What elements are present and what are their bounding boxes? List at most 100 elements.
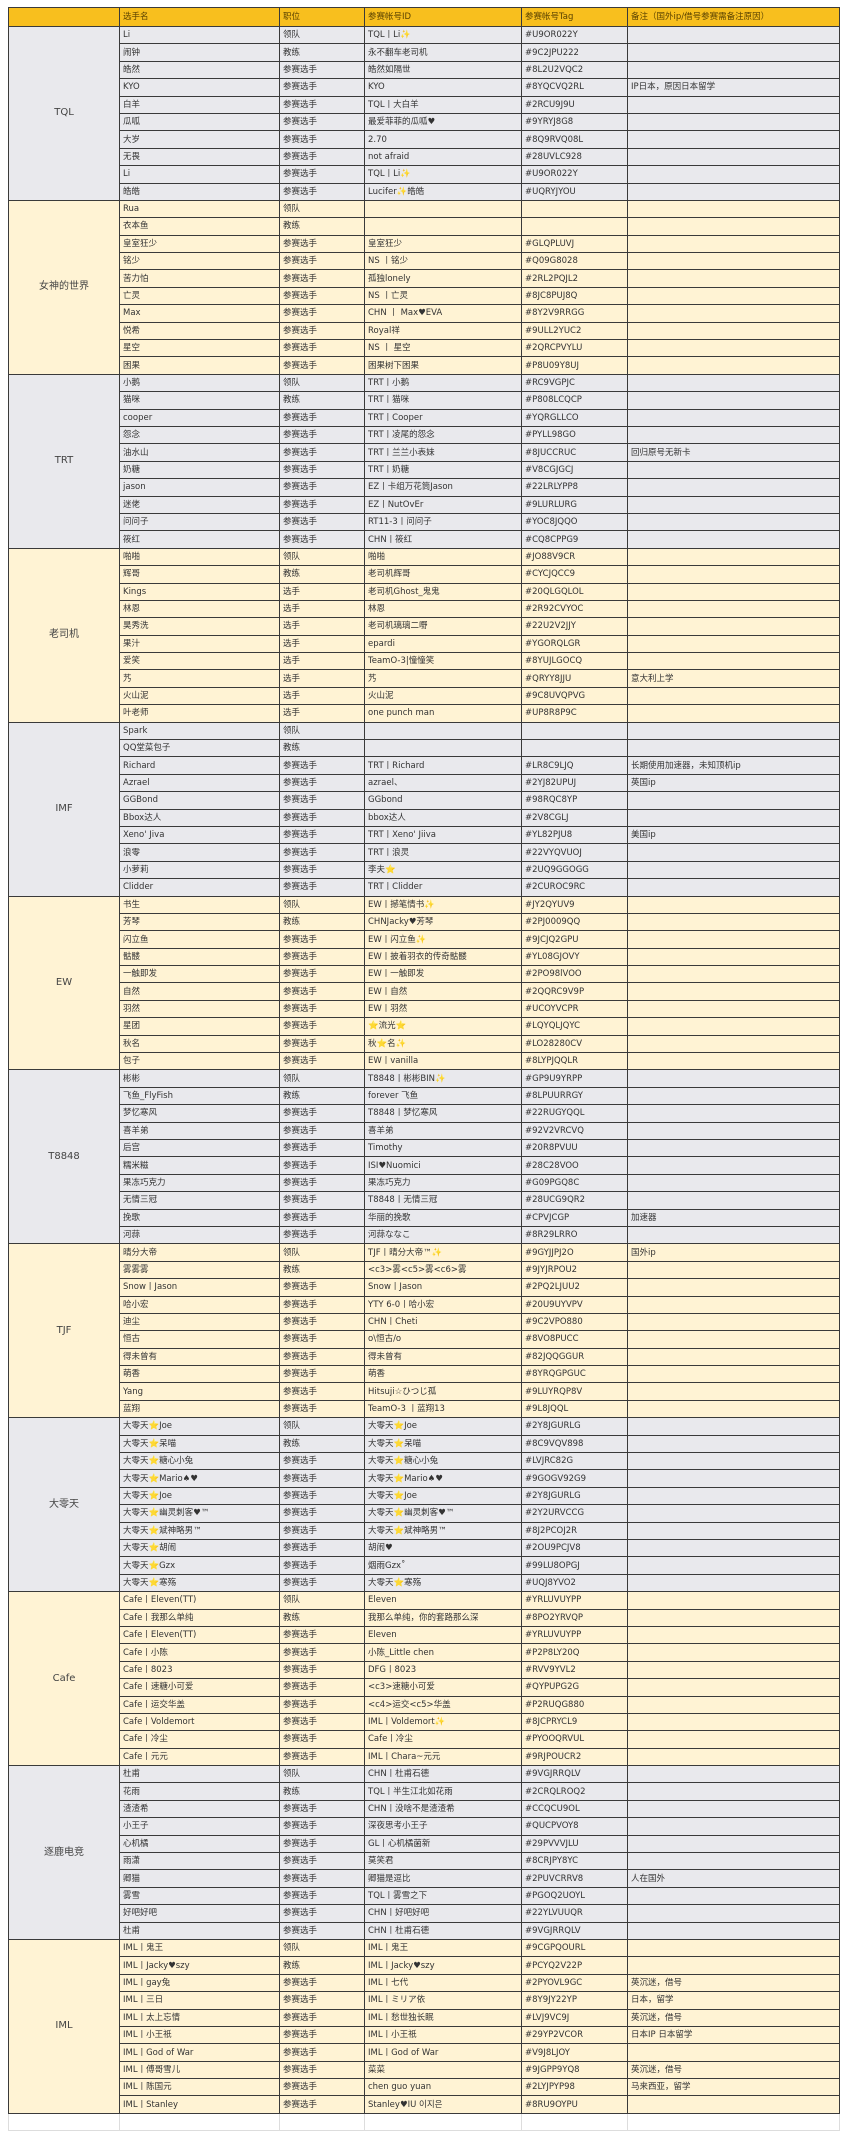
player-name-cell: 晴分大帝 bbox=[119, 1243, 280, 1262]
account-tag-cell: #YRLUVUYPP bbox=[521, 1591, 628, 1610]
note-cell: IP日本，原因日本留学 bbox=[627, 78, 840, 97]
player-name-cell: 好吧好吧 bbox=[119, 1904, 280, 1923]
note-cell bbox=[627, 1173, 840, 1193]
table-row: 叶老师 选手 one punch man #UP8R8P9C bbox=[9, 704, 840, 723]
table-row: Cafe丨元元 参赛选手 IML丨Chara~元元 #9RJPOUCR2 bbox=[9, 1747, 840, 1767]
note-cell bbox=[627, 147, 840, 167]
account-tag-cell: #2PUVCRRV8 bbox=[521, 1869, 628, 1888]
account-id-cell: one punch man bbox=[364, 704, 522, 723]
account-id-cell: TQL丨大白羊 bbox=[364, 95, 522, 114]
role-cell: 参赛选手 bbox=[279, 1678, 365, 1697]
account-tag-cell: #CCQCU9OL bbox=[521, 1799, 628, 1819]
table-row: 逐鹿电竞 杜甫 领队 CHN丨杜甫石德 #9VGJRRQLV bbox=[8, 1765, 840, 1940]
account-id-cell: T8848丨梦忆寒风 bbox=[364, 1104, 522, 1123]
player-name-cell: IML丨陈国元 bbox=[119, 2078, 280, 2097]
note-cell: 英沉迷，借号 bbox=[627, 2008, 840, 2027]
role-cell: 参赛选手 bbox=[279, 1295, 365, 1314]
role-cell: 参赛选手 bbox=[279, 843, 365, 862]
account-id-cell: 大零天⭐斌神略男™ bbox=[364, 1521, 522, 1540]
account-tag-cell: #9GOGV92G9 bbox=[521, 1469, 628, 1488]
role-cell: 参赛选手 bbox=[279, 1312, 365, 1332]
note-cell bbox=[627, 1156, 840, 1175]
player-name-cell: Cafe丨我那么单纯 bbox=[119, 1608, 280, 1627]
note-cell bbox=[627, 1138, 840, 1158]
player-name-cell: IML丨傅哥雪儿 bbox=[119, 2060, 280, 2080]
role-cell: 参赛选手 bbox=[279, 78, 365, 97]
role-cell: 选手 bbox=[279, 704, 365, 723]
role-cell: 领队 bbox=[279, 721, 365, 741]
player-name-cell: 无情三冠 bbox=[119, 1191, 280, 1210]
empty-cell bbox=[8, 2112, 120, 2132]
note-cell bbox=[627, 1504, 840, 1523]
player-name-cell: 雾雾雾 bbox=[119, 1260, 280, 1280]
account-id-cell: TRT丨Xeno' Jiiva bbox=[364, 825, 522, 845]
player-name-cell: 星团 bbox=[119, 1017, 280, 1036]
account-id-cell: NS 丨铭少 bbox=[364, 252, 522, 271]
note-cell bbox=[627, 999, 840, 1019]
table-row: 亡灵 参赛选手 NS 丨亡灵 #8JC8PUJ8Q bbox=[9, 286, 840, 306]
account-tag-cell: #8L2U2VQC2 bbox=[521, 60, 628, 80]
team-name: IML bbox=[8, 1938, 120, 2114]
note-cell bbox=[627, 217, 840, 236]
player-name-cell: IML丨鬼王 bbox=[119, 1938, 280, 1958]
role-cell: 参赛选手 bbox=[279, 165, 365, 184]
account-tag-cell: #U9OR022Y bbox=[521, 165, 628, 184]
role-cell: 参赛选手 bbox=[279, 495, 365, 514]
player-name-cell: 闪立鱼 bbox=[119, 930, 280, 949]
account-tag-cell: #LR8C9LJQ bbox=[521, 756, 628, 775]
account-tag-cell: #CYCJQCC9 bbox=[521, 565, 628, 584]
account-tag-cell: #8JCPRYCL9 bbox=[521, 1712, 628, 1732]
player-name-cell: IML丨God of War bbox=[119, 2043, 280, 2062]
note-cell bbox=[627, 460, 840, 480]
role-cell: 参赛选手 bbox=[279, 356, 365, 375]
account-tag-cell: #2YJ82UPUJ bbox=[521, 773, 628, 793]
team-name: Cafe bbox=[8, 1591, 120, 1767]
account-tag-cell: #8YQCVQ2RL bbox=[521, 78, 628, 97]
player-name-cell: 怨念 bbox=[119, 425, 280, 445]
table-row: 辉哥 教练 老司机辉哥 #CYCJQCC9 bbox=[9, 565, 840, 584]
account-id-cell: not afraid bbox=[364, 147, 522, 167]
player-name-cell: IML丨小王祇 bbox=[119, 2025, 280, 2045]
note-cell bbox=[627, 1417, 840, 1436]
player-name-cell: Li bbox=[119, 165, 280, 184]
account-tag-cell: #2RL2PQJL2 bbox=[521, 269, 628, 288]
player-name-cell: 困果 bbox=[119, 356, 280, 375]
account-id-cell: 林恩 bbox=[364, 599, 522, 619]
role-cell: 参赛选手 bbox=[279, 791, 365, 810]
account-id-cell: TRT丨浪灵 bbox=[364, 843, 522, 862]
note-cell bbox=[627, 1921, 840, 1940]
account-id-cell: 菜菜 bbox=[364, 2060, 522, 2080]
player-name-cell: 书生 bbox=[119, 895, 280, 914]
note-cell bbox=[627, 860, 840, 880]
role-cell: 领队 bbox=[279, 1243, 365, 1262]
team-name: T8848 bbox=[8, 1069, 120, 1245]
account-id-cell: Eleven bbox=[364, 1591, 522, 1610]
note-cell bbox=[627, 1695, 840, 1714]
player-name-cell: 雾雪 bbox=[119, 1886, 280, 1906]
account-id-cell: 2.70 bbox=[364, 130, 522, 149]
player-name-cell: Snow丨Jason bbox=[119, 1278, 280, 1297]
table-row: IML丨gay兔 参赛选手 IML丨七代 #2PYOVL9GC 英沉迷，借号 bbox=[9, 1973, 840, 1993]
account-id-cell: 果冻巧克力 bbox=[364, 1173, 522, 1193]
role-cell: 领队 bbox=[279, 1417, 365, 1436]
table-row: 大零天⭐Mario♠♥ 参赛选手 大零天⭐Mario♠♥ #9GOGV92G9 bbox=[9, 1469, 840, 1488]
note-cell bbox=[627, 982, 840, 1001]
role-cell: 参赛选手 bbox=[279, 1173, 365, 1193]
note-cell bbox=[627, 1852, 840, 1871]
note-cell bbox=[627, 1712, 840, 1732]
account-id-cell: TRT丨猫咪 bbox=[364, 391, 522, 410]
role-cell: 参赛选手 bbox=[279, 1208, 365, 1227]
role-cell: 教练 bbox=[279, 1956, 365, 1975]
account-tag-cell: #98RQC8YP bbox=[521, 791, 628, 810]
account-tag-cell: #2Y8JGURLG bbox=[521, 1486, 628, 1506]
player-name-cell: 羽然 bbox=[119, 999, 280, 1019]
account-tag-cell: #V9J8LJOY bbox=[521, 2043, 628, 2062]
note-cell bbox=[627, 634, 840, 654]
account-id-cell: EZ丨卡组万花筒Jason bbox=[364, 478, 522, 497]
note-cell bbox=[627, 1052, 840, 1071]
account-id-cell: o\恒古/o bbox=[364, 1330, 522, 1349]
account-id-cell: IML丨Voldemort✨ bbox=[364, 1712, 522, 1732]
table-row: 芳琴 教练 CHNJacky♥芳琴 #2PJ0009QQ bbox=[9, 912, 840, 932]
table-row: GGBond 参赛选手 GGbond #98RQC8YP bbox=[9, 791, 840, 810]
role-cell: 参赛选手 bbox=[279, 321, 365, 341]
